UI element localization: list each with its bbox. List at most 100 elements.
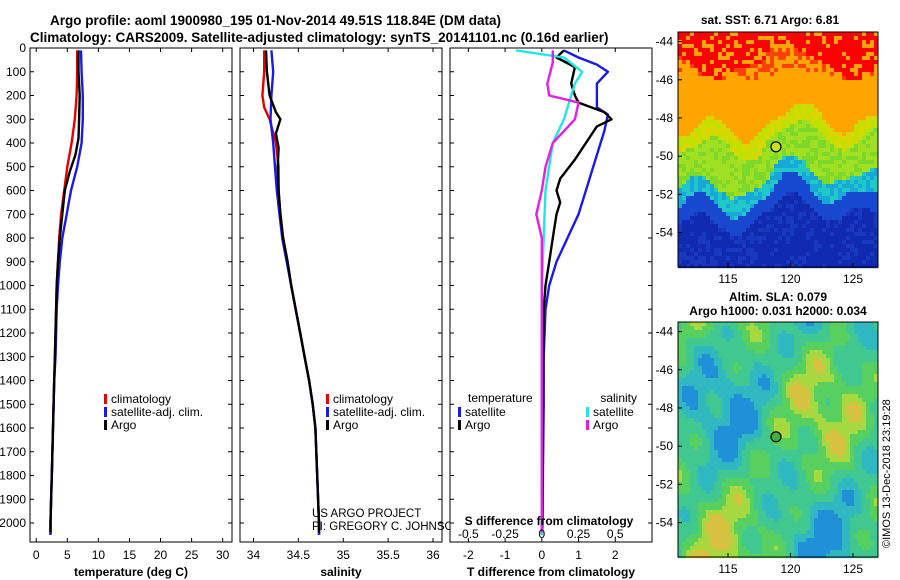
- map-cell: [694, 458, 699, 463]
- map-cell: [858, 160, 863, 165]
- map-cell: [734, 56, 739, 61]
- map-cell: [742, 410, 747, 415]
- map-cell: [846, 260, 851, 265]
- map-cell: [706, 256, 711, 261]
- map-cell: [702, 44, 707, 49]
- map-cell: [694, 426, 699, 431]
- map-cell: [850, 252, 855, 257]
- map-cell: [698, 426, 703, 431]
- map-cell: [866, 188, 871, 193]
- map-cell: [758, 386, 763, 391]
- map-cell: [734, 240, 739, 245]
- map-cell: [722, 232, 727, 237]
- map-cell: [838, 164, 843, 169]
- map-cell: [758, 438, 763, 443]
- map-cell: [762, 76, 767, 81]
- salinity-legend-label: climatology: [333, 392, 393, 406]
- map-cell: [738, 426, 743, 431]
- map-cell: [714, 506, 719, 511]
- map-cell: [746, 442, 751, 447]
- map-cell: [806, 256, 811, 261]
- map-cell: [730, 112, 735, 117]
- map-cell: [874, 248, 879, 253]
- map-cell: [718, 152, 723, 157]
- map-cell: [782, 36, 787, 41]
- map-cell: [778, 462, 783, 467]
- map-cell: [790, 546, 795, 551]
- map-cell: [722, 256, 727, 261]
- map-cell: [822, 180, 827, 185]
- map-cell: [818, 200, 823, 205]
- map-cell: [846, 44, 851, 49]
- map-cell: [762, 64, 767, 69]
- map-cell: [730, 486, 735, 491]
- map-cell: [838, 156, 843, 161]
- map-cell: [754, 60, 759, 65]
- map-cell: [786, 192, 791, 197]
- map-cell: [782, 180, 787, 185]
- map-cell: [766, 36, 771, 41]
- map-cell: [814, 240, 819, 245]
- map-cell: [782, 244, 787, 249]
- map-cell: [818, 192, 823, 197]
- map-cell: [762, 502, 767, 507]
- map-cell: [774, 36, 779, 41]
- map-cell: [766, 474, 771, 479]
- map-cell: [858, 264, 863, 269]
- map-cell: [690, 370, 695, 375]
- map-cell: [742, 474, 747, 479]
- map-cell: [758, 390, 763, 395]
- map-cell: [702, 124, 707, 129]
- map-cell: [842, 264, 847, 269]
- map-cell: [810, 172, 815, 177]
- map-cell: [790, 538, 795, 543]
- map-cell: [822, 264, 827, 269]
- map-cell: [746, 40, 751, 45]
- map-cell: [766, 358, 771, 363]
- map-cell: [746, 204, 751, 209]
- map-cell: [678, 60, 683, 65]
- map-cell: [858, 120, 863, 125]
- map-cell: [798, 212, 803, 217]
- map-cell: [746, 108, 751, 113]
- map-cell: [734, 526, 739, 531]
- map-cell: [874, 212, 879, 217]
- map-cell: [834, 160, 839, 165]
- map-cell: [706, 56, 711, 61]
- map-cell: [830, 68, 835, 73]
- map-cell: [874, 188, 879, 193]
- map-cell: [774, 490, 779, 495]
- map-cell: [770, 60, 775, 65]
- map-cell: [794, 256, 799, 261]
- map-cell: [854, 100, 859, 105]
- map-cell: [786, 48, 791, 53]
- map-cell: [726, 152, 731, 157]
- map-cell: [782, 414, 787, 419]
- map-cell: [762, 32, 767, 37]
- map-cell: [778, 322, 783, 327]
- map-cell: [770, 96, 775, 101]
- map-cell: [738, 132, 743, 137]
- map-cell: [786, 466, 791, 471]
- map-cell: [706, 454, 711, 459]
- map-cell: [682, 430, 687, 435]
- map-cell: [742, 490, 747, 495]
- map-cell: [694, 236, 699, 241]
- map-cell: [690, 220, 695, 225]
- map-cell: [874, 124, 879, 129]
- map-cell: [754, 358, 759, 363]
- map-cell: [850, 244, 855, 249]
- map-cell: [782, 478, 787, 483]
- map-xtick-label: 115: [718, 272, 737, 286]
- map-cell: [866, 56, 871, 61]
- map-cell: [854, 192, 859, 197]
- map-cell: [750, 168, 755, 173]
- map-cell: [758, 454, 763, 459]
- map-cell: [710, 244, 715, 249]
- map-cell: [694, 474, 699, 479]
- map-cell: [754, 144, 759, 149]
- map-cell: [702, 406, 707, 411]
- map-cell: [750, 438, 755, 443]
- map-cell: [686, 64, 691, 69]
- map-cell: [726, 402, 731, 407]
